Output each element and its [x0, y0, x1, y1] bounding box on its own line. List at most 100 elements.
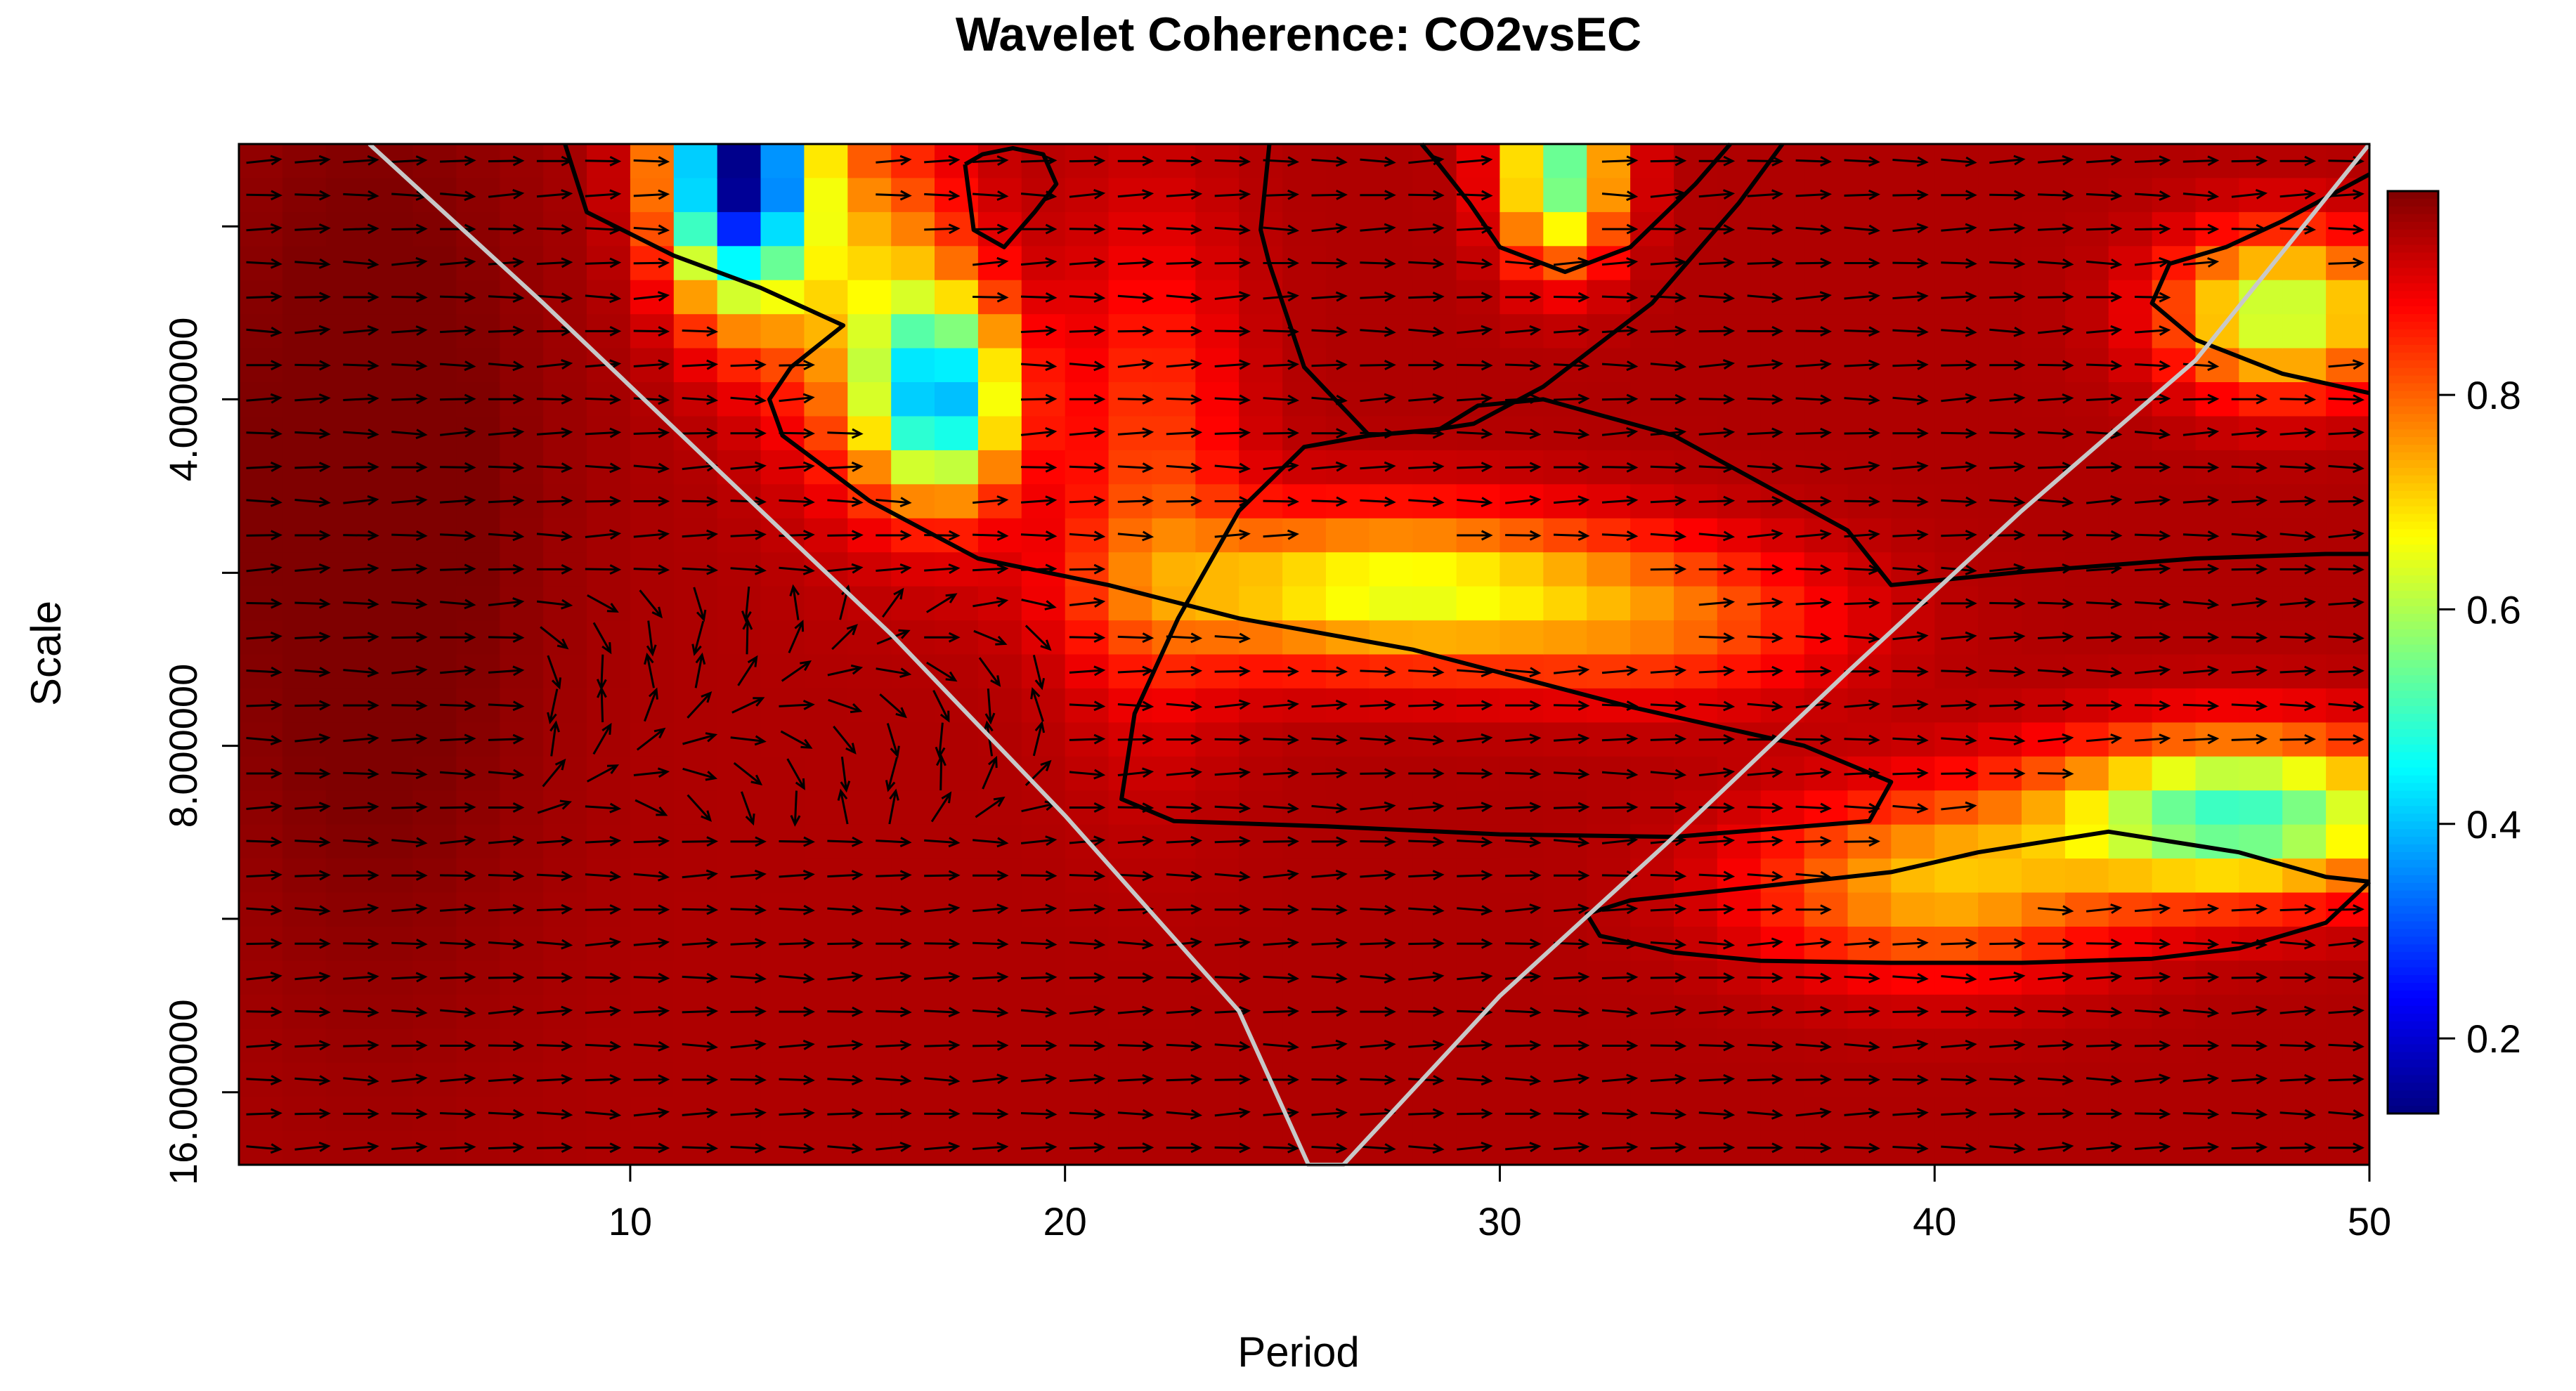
phase-arrow — [1941, 1074, 1977, 1085]
phase-arrow — [2231, 1040, 2268, 1052]
phase-arrow — [1747, 1142, 1784, 1154]
phase-arrow — [1892, 768, 1929, 779]
heatmap-cell — [1891, 892, 1935, 927]
phase-arrow — [2037, 393, 2074, 404]
heatmap-cell — [804, 382, 849, 417]
phase-arrow — [294, 155, 331, 166]
phase-arrow — [536, 903, 573, 915]
phase-arrow — [1311, 1074, 1348, 1085]
phase-arrow — [837, 788, 849, 825]
heatmap-cell — [977, 790, 1022, 825]
phase-arrow — [1069, 393, 1106, 405]
phase-arrow — [1941, 461, 1977, 472]
phase-arrow — [1505, 1007, 1542, 1018]
phase-arrow — [488, 769, 525, 780]
phase-arrow — [1166, 767, 1203, 778]
phase-arrow — [2183, 530, 2220, 542]
phase-arrow — [1214, 189, 1251, 200]
phase-arrow — [343, 870, 379, 881]
phase-arrow — [1989, 223, 2026, 234]
y-tick-label: 16.000000 — [161, 999, 205, 1185]
phase-arrow — [1698, 870, 1736, 882]
phase-arrow — [1698, 733, 1736, 745]
phase-arrow — [1795, 632, 1832, 644]
phase-arrow — [2086, 938, 2123, 949]
heatmap-cell — [760, 144, 805, 179]
phase-arrow — [2183, 1109, 2220, 1120]
phase-arrow — [2183, 1142, 2220, 1153]
heatmap-cell — [2326, 824, 2370, 859]
phase-arrow — [2231, 700, 2268, 712]
colorbar-band — [2388, 744, 2438, 753]
phase-arrow — [1069, 292, 1106, 303]
phase-arrow — [536, 495, 573, 507]
phase-arrow — [2231, 733, 2268, 745]
phase-arrow — [488, 903, 525, 915]
phase-arrow — [246, 1143, 282, 1154]
phase-arrow — [1601, 292, 1639, 303]
phase-arrow — [440, 972, 476, 983]
phase-arrow — [1747, 802, 1784, 814]
heatmap-cell — [587, 688, 631, 724]
phase-arrow — [2279, 394, 2317, 405]
heatmap-cell — [977, 688, 1022, 724]
heatmap-cell — [1195, 552, 1240, 587]
phase-arrow — [1747, 597, 1784, 608]
phase-arrow — [1553, 733, 1590, 745]
phase-arrow — [2086, 599, 2123, 609]
heatmap-cell — [1543, 178, 1587, 213]
phase-arrow — [1989, 155, 2026, 166]
phase-arrow — [2328, 359, 2364, 370]
heatmap-cell — [1543, 586, 1587, 621]
phase-arrow — [633, 462, 670, 474]
phase-arrow — [2038, 632, 2074, 643]
phase-arrow — [1069, 427, 1106, 438]
phase-arrow — [391, 903, 428, 915]
phase-arrow — [2183, 190, 2220, 202]
phase-arrow — [536, 257, 573, 268]
phase-arrow — [542, 758, 566, 788]
colorbar-band — [2388, 1090, 2438, 1099]
phase-arrow — [2231, 427, 2268, 438]
phase-arrow — [1601, 462, 1639, 473]
phase-arrow — [391, 1073, 428, 1085]
phase-arrow — [1214, 767, 1251, 778]
phase-arrow — [1457, 258, 1493, 269]
phase-arrow — [633, 937, 670, 948]
colorbar-band — [2388, 375, 2438, 384]
phase-arrow — [1650, 972, 1687, 983]
phase-arrow — [1024, 625, 1052, 651]
phase-arrow — [391, 972, 428, 983]
phase-arrow — [682, 1074, 719, 1085]
phase-arrow — [1214, 1107, 1251, 1118]
heatmap-cell — [1239, 552, 1283, 587]
phase-arrow — [2328, 700, 2364, 712]
phase-arrow — [1892, 803, 1929, 814]
phase-arrow — [1214, 291, 1251, 302]
phase-arrow — [1263, 1142, 1299, 1154]
phase-arrow — [682, 904, 719, 915]
phase-arrow — [1166, 359, 1203, 370]
phase-arrow — [2328, 1074, 2364, 1085]
phase-arrow — [635, 799, 668, 816]
heatmap-cell — [1325, 552, 1370, 587]
phase-arrow — [633, 767, 670, 778]
phase-arrow — [633, 1142, 670, 1154]
phase-arrow — [682, 1006, 719, 1017]
phase-arrow — [643, 687, 658, 722]
phase-arrow — [1408, 1006, 1445, 1017]
phase-arrow — [2086, 530, 2123, 541]
heatmap-cell — [760, 756, 805, 791]
phase-arrow — [1311, 223, 1348, 234]
phase-arrow — [1360, 360, 1396, 371]
heatmap-cell — [1412, 620, 1457, 655]
phase-arrow — [1020, 870, 1058, 881]
colorbar-band — [2388, 706, 2438, 714]
phase-arrow — [2279, 530, 2316, 542]
phase-arrow — [1069, 972, 1106, 983]
heatmap-cell — [1630, 620, 1674, 655]
phase-arrow — [1020, 530, 1058, 542]
phase-arrow — [1408, 360, 1445, 371]
phase-arrow — [1457, 325, 1493, 336]
phase-arrow — [935, 754, 947, 791]
